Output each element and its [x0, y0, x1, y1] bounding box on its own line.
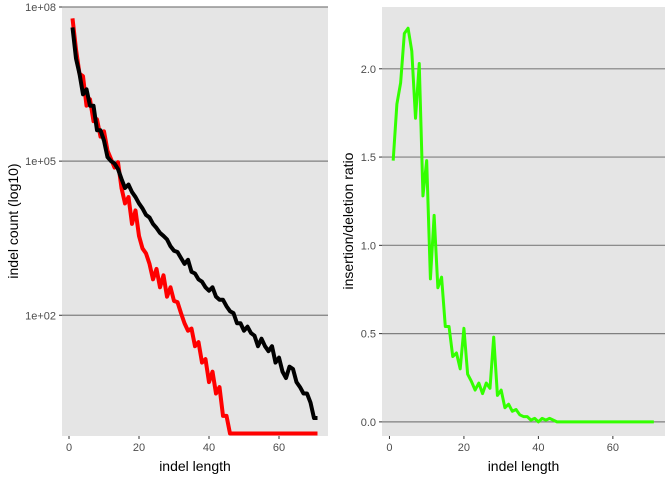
right-y-tick-label: 0.0	[361, 417, 376, 429]
right-x-axis-title: indel length	[488, 458, 560, 474]
right-y-tick-label: 2.0	[361, 64, 376, 76]
left-series-line-2	[70, 27, 318, 421]
right-series-line-1	[391, 26, 654, 424]
left-chart-panel: 1e+02 1e+05 1e+08 0 20 40 60 indel length indel …	[5, 2, 328, 474]
right-chart-panel: 0.0 0.5 1.0 1.5 2.0 0 20 40 60 indel length insert…	[340, 7, 665, 474]
left-x-tick-label: 60	[273, 442, 285, 454]
right-y-axis-title: insertion/deletion ratio	[340, 152, 356, 289]
right-plot-background	[382, 7, 665, 436]
left-x-tick-label: 0	[66, 442, 72, 454]
left-plot-background	[62, 7, 328, 436]
right-y-tick-label: 1.5	[361, 152, 376, 164]
right-x-tick-label: 60	[607, 442, 619, 454]
right-x-tick-label: 0	[386, 442, 392, 454]
right-y-tick-label: 0.5	[361, 329, 376, 341]
left-y-axis-title: indel count (log10)	[5, 163, 21, 278]
right-y-tick-label: 1.0	[361, 240, 376, 252]
left-x-axis-title: indel length	[159, 458, 231, 474]
left-y-tick-label: 1e+05	[25, 156, 56, 168]
left-x-tick-label: 20	[133, 442, 145, 454]
right-x-tick-label: 40	[532, 442, 544, 454]
right-x-tick-label: 20	[458, 442, 470, 454]
left-x-tick-label: 40	[203, 442, 215, 454]
left-y-tick-label: 1e+08	[25, 2, 56, 14]
left-y-tick-label: 1e+02	[25, 310, 56, 322]
